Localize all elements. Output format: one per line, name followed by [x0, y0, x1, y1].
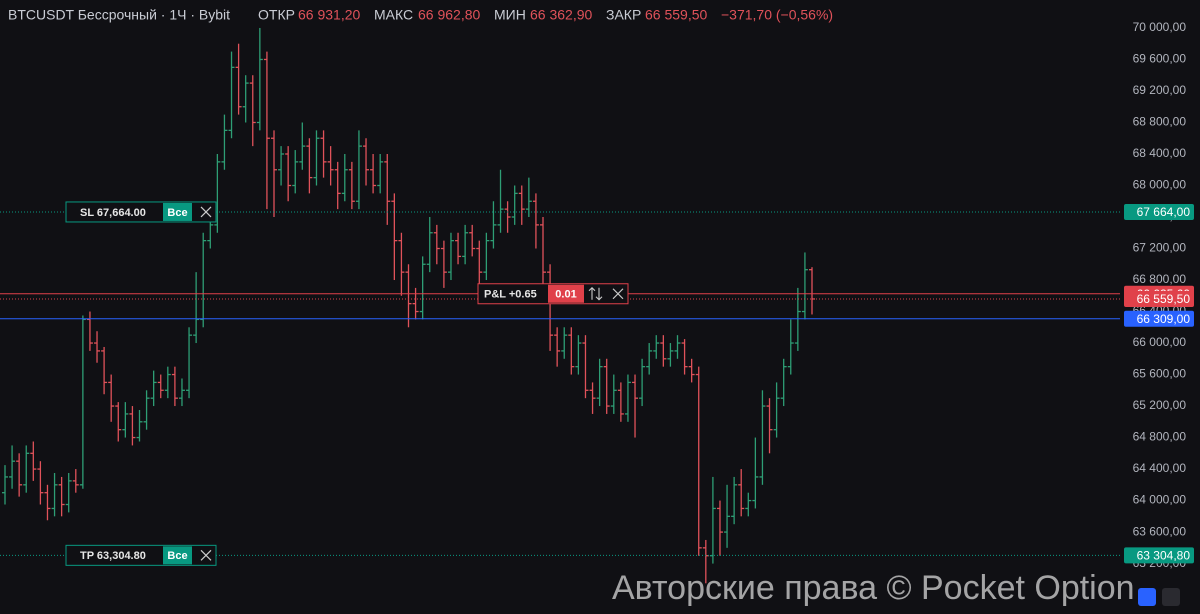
y-tick-label: 64 400,00 [1133, 461, 1187, 475]
order-close[interactable] [200, 549, 212, 561]
price-badge [1124, 310, 1194, 327]
y-tick-label: 70 000,00 [1133, 20, 1187, 34]
price-axis [1120, 0, 1200, 614]
order-all-label: Все [167, 207, 187, 219]
y-tick-label: 64 800,00 [1133, 430, 1187, 444]
high-label: МАКС [374, 7, 413, 23]
position-close[interactable] [612, 288, 624, 300]
y-tick-label: 65 200,00 [1133, 398, 1187, 412]
price-badge [1124, 203, 1194, 220]
price-badge-label: 66 559,50 [1137, 292, 1191, 306]
close-value: 66 559,50 [645, 7, 707, 23]
y-tick-label: 68 400,00 [1133, 146, 1187, 160]
order-all-label: Все [167, 550, 187, 562]
symbol: BTCUSDT Бессрочный · 1Ч · Bybit [8, 7, 230, 23]
price-badge [1124, 547, 1194, 564]
change: −371,70 (−0,56%) [721, 7, 833, 23]
order-label: TP 63,304.80 [80, 550, 146, 562]
y-tick-label: 67 200,00 [1133, 241, 1187, 255]
order-all-button[interactable] [163, 546, 192, 565]
position-reverse[interactable] [588, 286, 603, 301]
price-badge [1124, 290, 1194, 307]
high-value: 66 962,80 [418, 7, 480, 23]
price-badge-label: 63 304,80 [1137, 549, 1191, 563]
price-badge-label: 66 309,00 [1137, 312, 1191, 326]
y-tick-label: 65 600,00 [1133, 367, 1187, 381]
order-all-button[interactable] [163, 202, 192, 221]
close-label: ЗАКР [606, 7, 641, 23]
position-qty: 0.01 [555, 289, 576, 301]
open-value: 66 931,20 [298, 7, 360, 23]
y-tick-label: 63 600,00 [1133, 524, 1187, 538]
y-tick-label: 69 600,00 [1133, 52, 1187, 66]
y-tick-label: 66 000,00 [1133, 335, 1187, 349]
position-qty-bg [548, 284, 584, 303]
open-label: ОТКР [258, 7, 295, 23]
watermark: Авторские права © Pocket Option [612, 569, 1135, 607]
order-label: SL 67,664.00 [80, 207, 146, 219]
position-pnl: P&L +0.65 [484, 289, 537, 301]
y-tick-label: 68 800,00 [1133, 115, 1187, 129]
y-tick-label: 69 200,00 [1133, 83, 1187, 97]
y-tick-label: 66 800,00 [1133, 272, 1187, 286]
order-close[interactable] [200, 206, 212, 218]
log-button[interactable] [1162, 588, 1180, 606]
scale-button[interactable] [1138, 588, 1156, 606]
low-label: МИН [494, 7, 526, 23]
y-tick-label: 68 000,00 [1133, 178, 1187, 192]
price-badge-label: 67 664,00 [1137, 205, 1191, 219]
low-value: 66 362,90 [530, 7, 592, 23]
y-tick-label: 64 000,00 [1133, 493, 1187, 507]
